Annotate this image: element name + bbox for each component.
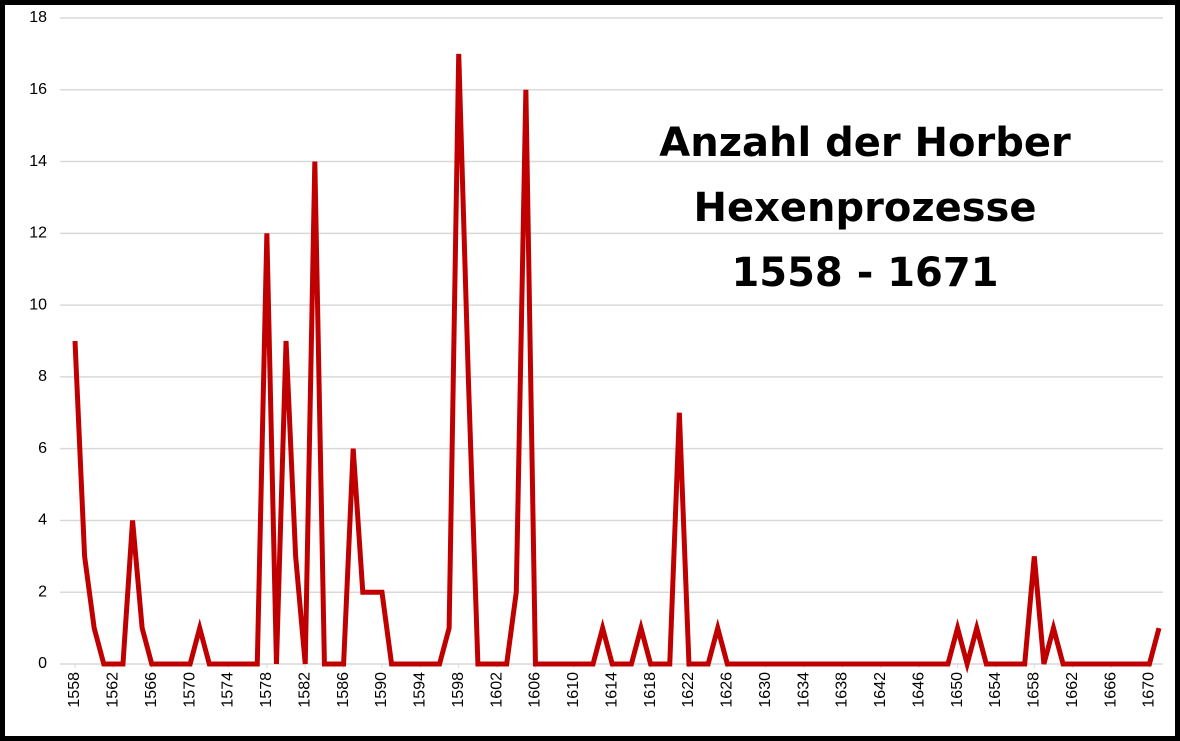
data-line xyxy=(72,53,1162,674)
y-tick-label: 16 xyxy=(29,81,47,98)
y-tick-label: 8 xyxy=(38,368,47,385)
x-tick-label: 1614 xyxy=(603,672,620,708)
y-tick-label: 2 xyxy=(38,583,47,600)
x-tick-label: 1634 xyxy=(795,672,812,708)
x-tick-label: 1630 xyxy=(757,672,774,708)
x-tick-label: 1626 xyxy=(719,672,736,708)
x-tick-label: 1622 xyxy=(680,672,697,708)
x-tick-label: 1578 xyxy=(258,672,275,708)
x-tick-label: 1654 xyxy=(987,672,1004,708)
x-tick-label: 1606 xyxy=(527,672,544,708)
chart-title: Hexenprozesse xyxy=(693,185,1036,231)
x-tick-label: 1598 xyxy=(450,672,467,708)
x-tick-label: 1666 xyxy=(1102,672,1119,708)
x-tick-label: 1646 xyxy=(910,672,927,708)
x-tick-label: 1670 xyxy=(1141,672,1158,708)
x-tick-label: 1582 xyxy=(296,672,313,708)
x-tick-label: 1658 xyxy=(1026,672,1043,708)
x-tick-label: 1570 xyxy=(181,672,198,708)
y-tick-label: 0 xyxy=(38,655,47,672)
x-tick-label: 1662 xyxy=(1064,672,1081,708)
y-tick-label: 12 xyxy=(29,225,47,242)
y-tick-label: 18 xyxy=(29,9,47,26)
x-tick-label: 1586 xyxy=(335,672,352,708)
y-tick-label: 10 xyxy=(29,296,47,313)
x-tick-label: 1602 xyxy=(488,672,505,708)
x-tick-label: 1590 xyxy=(373,672,390,708)
x-tick-label: 1566 xyxy=(143,672,160,708)
x-tick-label: 1650 xyxy=(949,672,966,708)
x-tick-label: 1574 xyxy=(220,672,237,708)
y-tick-label: 6 xyxy=(38,440,47,457)
x-tick-label: 1618 xyxy=(642,672,659,708)
y-tick-label: 4 xyxy=(38,512,47,529)
x-tick-label: 1610 xyxy=(565,672,582,708)
x-tick-label: 1594 xyxy=(412,672,429,708)
chart-title: Anzahl der Horber xyxy=(659,120,1071,166)
x-tick-label: 1558 xyxy=(66,672,83,708)
x-tick-label: 1638 xyxy=(834,672,851,708)
y-tick-label: 14 xyxy=(29,153,47,170)
x-tick-label: 1642 xyxy=(872,672,889,708)
x-tick-label: 1562 xyxy=(105,672,122,708)
chart-title: 1558 - 1671 xyxy=(731,250,998,296)
